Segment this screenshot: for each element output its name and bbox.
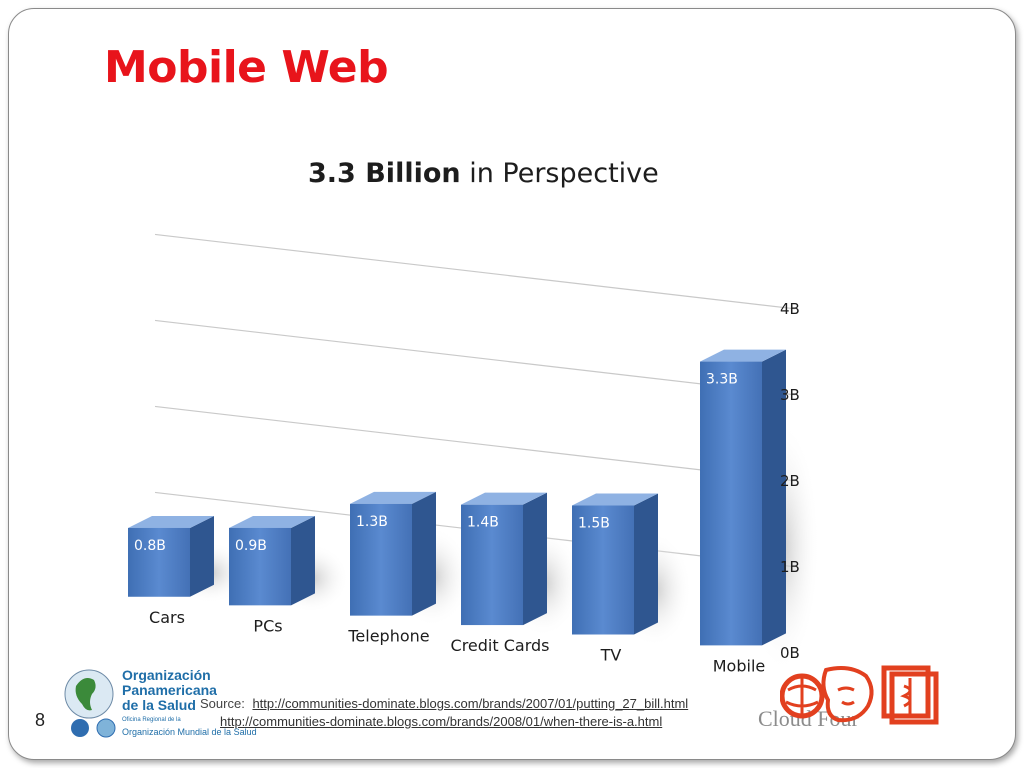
- source-link-2[interactable]: http://communities-dominate.blogs.com/br…: [220, 714, 663, 729]
- bar: [128, 527, 190, 597]
- bar-side: [291, 515, 315, 606]
- category-label: PCs: [253, 616, 282, 635]
- bar-side: [190, 515, 214, 597]
- page-number: 8: [35, 710, 46, 730]
- slide-title: Mobile Web: [104, 42, 389, 93]
- category-label: Cars: [149, 608, 185, 627]
- source-block: Source: http://communities-dominate.blog…: [200, 695, 688, 731]
- gridline: [154, 405, 796, 482]
- chart-title: 3.3 Billion in Perspective: [308, 158, 659, 189]
- data-label: 1.5B: [578, 516, 610, 532]
- data-label: 1.3B: [356, 514, 388, 530]
- y-tick-label: 4B: [780, 300, 800, 318]
- y-tick-label: 1B: [780, 558, 800, 576]
- bar-top: [128, 515, 214, 528]
- org-sub: Organización Mundial de la Salud: [122, 727, 257, 737]
- bar-top: [229, 515, 315, 528]
- org-sub-small: Oficina Regional de la: [122, 717, 181, 723]
- bar-side: [412, 491, 436, 616]
- slide-frame: [8, 8, 1016, 760]
- bar-side: [523, 492, 547, 626]
- bar: [461, 504, 523, 626]
- bar: [229, 527, 291, 606]
- bar-top: [572, 493, 658, 506]
- org-name-line-3: de la Salud: [122, 697, 196, 713]
- data-label: 0.9B: [235, 538, 267, 554]
- bar-top: [461, 492, 547, 505]
- category-label: Telephone: [347, 627, 429, 646]
- bar-top: [350, 491, 436, 504]
- chart-title-bold: 3.3 Billion: [308, 158, 461, 189]
- data-label: 1.4B: [467, 515, 499, 531]
- org-name-line-2: Panamericana: [122, 682, 217, 698]
- source-label: Source:: [200, 696, 245, 711]
- bar: [700, 361, 762, 646]
- chart-title-rest: in Perspective: [461, 158, 659, 189]
- bar: [350, 503, 412, 616]
- data-label: 0.8B: [134, 538, 166, 554]
- bar: [572, 505, 634, 635]
- category-label: Credit Cards: [451, 636, 550, 655]
- paho-globe-logo: [64, 669, 116, 738]
- bar-side: [634, 493, 658, 635]
- y-tick-label: 3B: [780, 386, 800, 404]
- data-label: 3.3B: [706, 372, 738, 388]
- category-label: Mobile: [713, 656, 765, 675]
- org-name: Organización Panamericana de la Salud: [122, 668, 217, 713]
- source-link-1[interactable]: http://communities-dominate.blogs.com/br…: [252, 696, 689, 711]
- bar-side: [762, 349, 786, 646]
- health-logo: [780, 665, 939, 725]
- y-tick-label: 2B: [780, 472, 800, 490]
- y-tick-label: 0B: [780, 644, 800, 662]
- source-line-2: http://communities-dominate.blogs.com/br…: [200, 713, 688, 731]
- gridline: [154, 233, 796, 310]
- gridline: [154, 319, 796, 396]
- org-name-line-1: Organización: [122, 667, 211, 683]
- category-label: TV: [600, 646, 622, 665]
- source-line-1: Source: http://communities-dominate.blog…: [200, 695, 688, 713]
- bar-top: [700, 349, 786, 362]
